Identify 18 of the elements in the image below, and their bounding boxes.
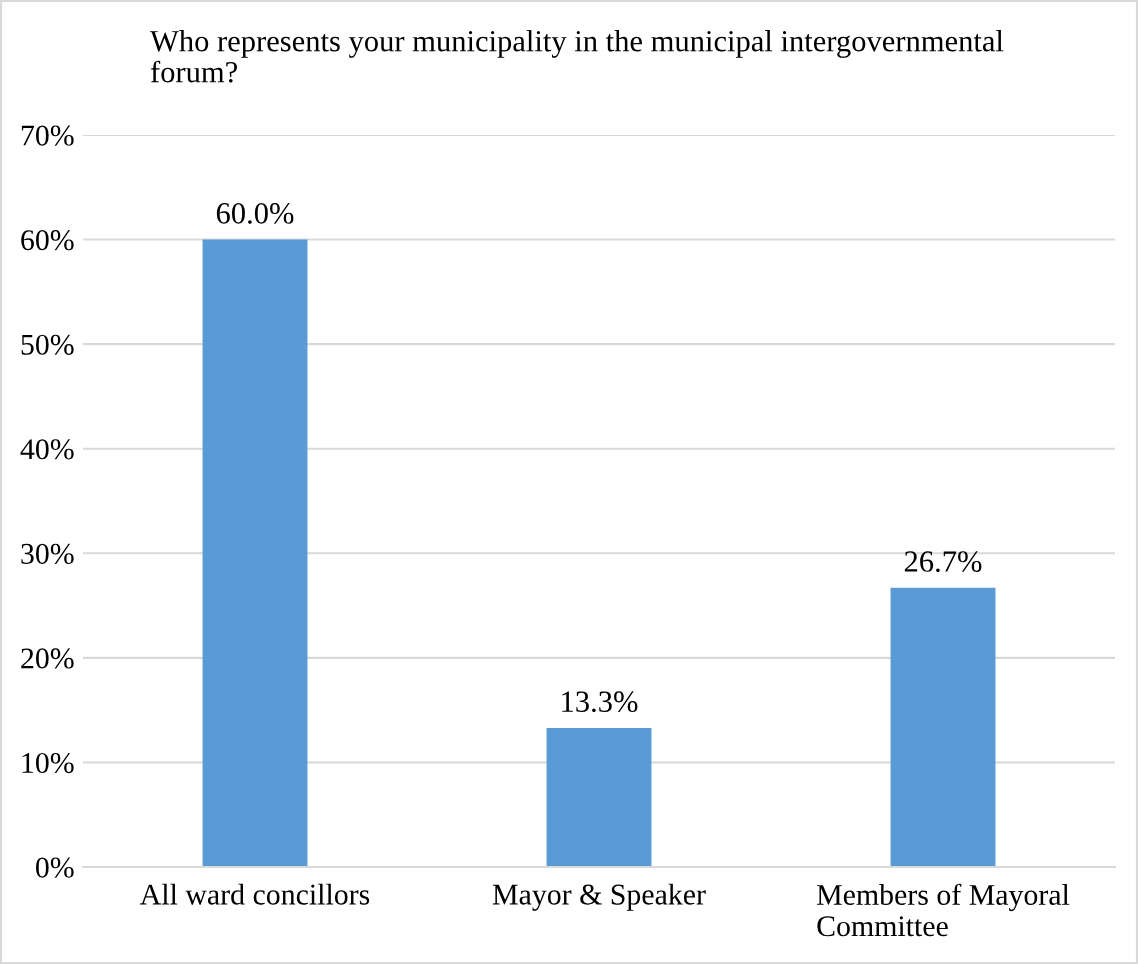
data-label: 60.0%: [216, 203, 294, 224]
data-label: 13.3%: [562, 691, 638, 713]
y-tick-label: 20%: [21, 648, 74, 669]
x-tick-label: All ward concillors: [140, 883, 370, 905]
y-tick-label: 30%: [21, 543, 74, 565]
chart-title: Who represents your municipality in the municipal intergovernmental forum?: [150, 30, 1004, 83]
x-tick-label: Members of Mayoral Committee: [816, 883, 1070, 937]
y-tick-label: 0%: [36, 857, 74, 878]
y-tick-label: 70%: [21, 125, 74, 146]
y-tick-label: 50%: [21, 334, 74, 355]
bar: [546, 727, 652, 867]
y-tick-label: 40%: [20, 439, 74, 460]
y-tick-label: 60%: [21, 230, 74, 251]
x-tick-label: Mayor & Speaker: [492, 883, 706, 911]
bar: [202, 239, 308, 867]
y-tick-label: 10%: [22, 752, 74, 774]
data-label: 26.7%: [904, 551, 982, 572]
bar: [890, 587, 996, 867]
